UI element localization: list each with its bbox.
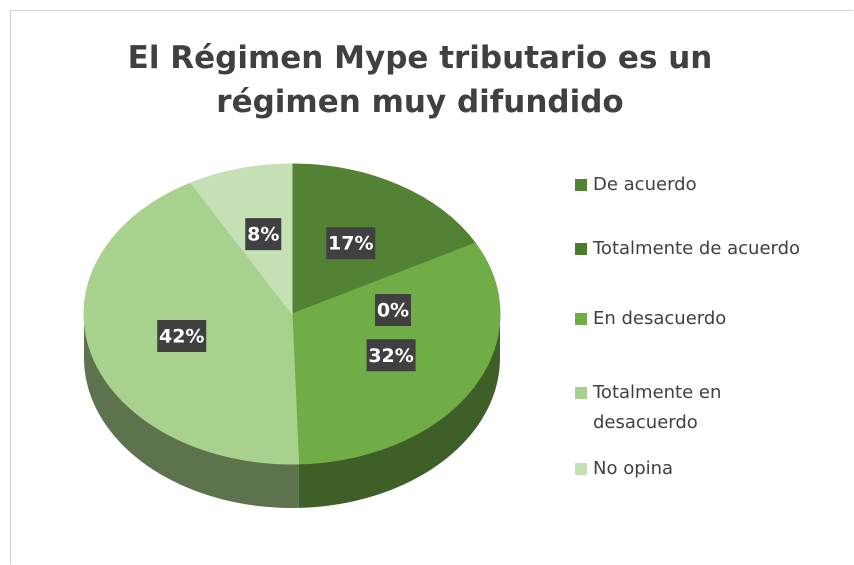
chart-title: El Régimen Mype tributario es un régimen… [127,40,713,120]
legend-swatch [575,179,587,191]
slice [291,163,477,315]
legend-swatch [575,313,587,325]
legend-label: En desacuerdo [593,308,727,329]
legend: De acuerdo Totalmente de acuerdo En desacu… [575,150,847,535]
legend-label: De acuerdo [593,174,697,195]
pie-chart: 17% 0% 32% 42% 8% [83,163,501,508]
data-label: 8% [247,224,279,246]
data-label-box [326,227,376,260]
legend-swatch [575,463,587,475]
slice-side [84,314,299,508]
data-label-box [157,319,207,352]
legend-entry: No opina [575,454,825,484]
data-label-box [245,218,282,251]
slice [190,163,293,316]
slice-side [298,314,500,508]
legend-swatch [575,387,587,399]
data-label: 0% [377,300,409,322]
data-label: 42% [159,325,204,347]
legend-swatch [575,243,587,255]
data-label: 17% [328,233,373,255]
data-label-box [366,339,416,372]
data-label: 32% [368,345,413,367]
legend-label: Totalmente en desacuerdo [593,382,722,433]
data-label-box [374,294,411,327]
chart-frame [10,10,853,564]
legend-entry: De acuerdo [575,170,825,200]
legend-entry: En desacuerdo [575,304,825,334]
legend-label: No opina [593,458,674,479]
legend-label: Totalmente de acuerdo [593,238,801,259]
legend-entry: Totalmente de acuerdo [575,234,825,264]
legend-entry: Totalmente en desacuerdo [575,378,825,438]
